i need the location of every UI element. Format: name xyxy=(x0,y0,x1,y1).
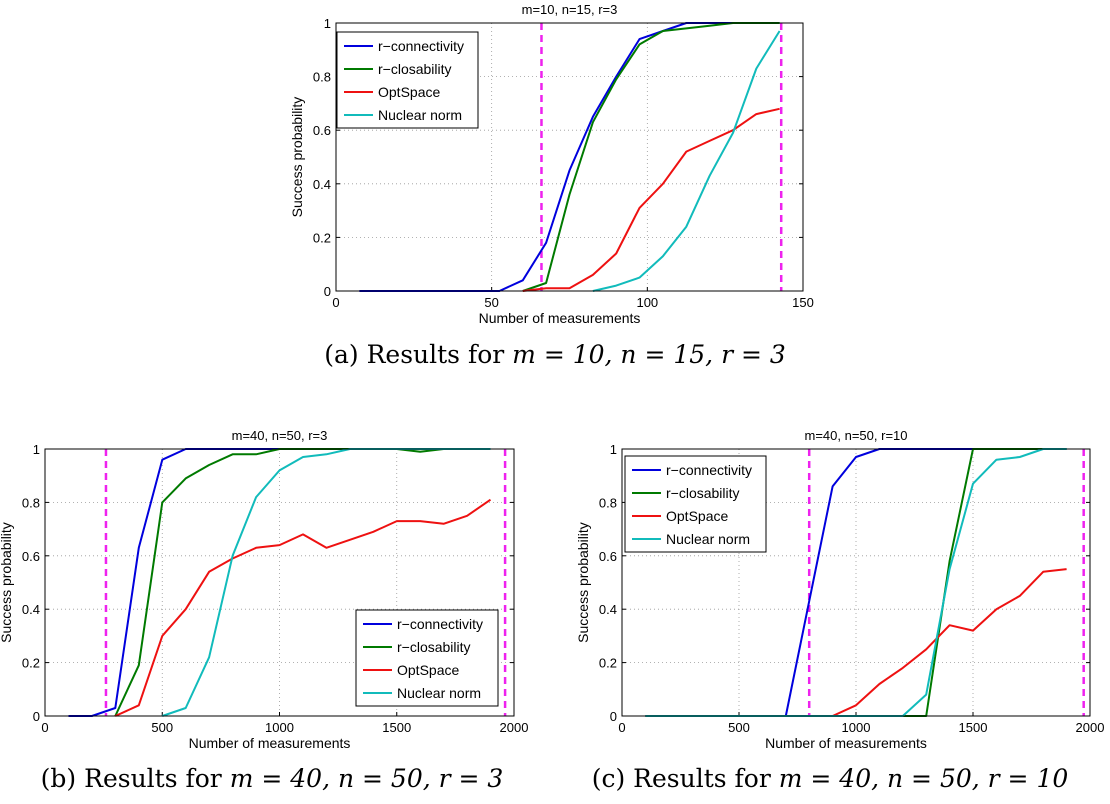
x-tick-label: 2000 xyxy=(500,720,529,735)
x-tick-label: 0 xyxy=(618,720,625,735)
x-tick-label: 500 xyxy=(151,720,173,735)
y-tick-label: 0.8 xyxy=(313,70,331,85)
legend-label: Nuclear norm xyxy=(378,107,462,123)
y-tick-label: 0.6 xyxy=(313,123,331,138)
caption-a-math: m = 10, n = 15, r = 3 xyxy=(512,340,786,369)
legend-box xyxy=(355,609,499,707)
y-tick-label: 0.4 xyxy=(313,177,331,192)
x-tick-label: 0 xyxy=(41,720,48,735)
legend-label: r−connectivity xyxy=(666,462,752,478)
chart-title: m=40, n=50, r=10 xyxy=(805,428,908,443)
chart-b: 0 500 1000 1500 2000 0 0.2 0.4 0.6 0.8 1 m=40, n=50… xyxy=(0,428,528,751)
y-axis-label: Success probability xyxy=(289,97,305,218)
chart-title: m=10, n=15, r=3 xyxy=(522,2,618,17)
y-tick-label: 0.8 xyxy=(599,495,617,510)
y-tick-label: 0.2 xyxy=(22,656,40,671)
y-tick-label: 0 xyxy=(610,709,617,724)
caption-b-prefix: (b) Results for xyxy=(40,764,222,793)
legend-label: OptSpace xyxy=(666,508,728,524)
y-axis-label: Success probability xyxy=(0,522,14,643)
legend-label: Nuclear norm xyxy=(397,685,481,701)
y-tick-label: 0.2 xyxy=(313,230,331,245)
x-tick-label: 500 xyxy=(728,720,750,735)
y-tick-label: 1 xyxy=(33,442,40,457)
chart-title: m=40, n=50, r=3 xyxy=(232,428,328,443)
y-tick-label: 0 xyxy=(33,709,40,724)
series-line-nuclear-norm xyxy=(592,30,781,292)
caption-a-prefix: (a) Results for xyxy=(324,340,505,369)
chart-a: 0 50 100 150 0 0.2 0.4 0.6 0.8 1 m=10, n=15, r=3 Nu… xyxy=(289,2,814,326)
legend-label: OptSpace xyxy=(397,662,459,678)
legend-label: r−closability xyxy=(378,61,452,77)
x-tick-label: 1000 xyxy=(842,720,871,735)
chart-c: 0 500 1000 1500 2000 0 0.2 0.4 0.6 0.8 1 m=40, n=50… xyxy=(575,428,1104,751)
x-tick-label: 1000 xyxy=(265,720,294,735)
legend: r−connectivity r−closability OptSpace Nucle… xyxy=(336,31,479,129)
y-tick-label: 0.8 xyxy=(22,495,40,510)
series-line-optspace xyxy=(114,498,492,717)
legend-label: Nuclear norm xyxy=(666,531,750,547)
x-tick-label: 2000 xyxy=(1076,720,1105,735)
x-tick-label: 0 xyxy=(332,295,339,310)
y-tick-label: 0.4 xyxy=(599,602,617,617)
x-tick-label: 50 xyxy=(484,295,498,310)
y-tick-label: 1 xyxy=(324,16,331,31)
legend-label: OptSpace xyxy=(378,84,440,100)
legend-label: r−connectivity xyxy=(378,38,464,54)
y-tick-label: 0 xyxy=(324,284,331,299)
y-tick-label: 0.6 xyxy=(22,549,40,564)
caption-c: (c) Results for m = 40, n = 50, r = 10 xyxy=(592,764,1069,793)
caption-b: (b) Results for m = 40, n = 50, r = 3 xyxy=(41,764,504,793)
legend-box xyxy=(624,455,767,553)
y-tick-label: 0.4 xyxy=(22,602,40,617)
y-axis-label: Success probability xyxy=(575,522,591,643)
y-tick-label: 1 xyxy=(610,442,617,457)
x-tick-label: 1500 xyxy=(382,720,411,735)
legend: r−connectivity r−closability OptSpace Nucle… xyxy=(624,455,767,553)
series-line-optspace xyxy=(522,107,780,292)
plot-frame xyxy=(335,22,804,292)
caption-c-math: m = 40, n = 50, r = 10 xyxy=(778,764,1069,793)
x-axis-label: Number of measurements xyxy=(765,735,927,751)
plot-frame xyxy=(621,448,1091,717)
legend-label: r−closability xyxy=(666,485,740,501)
y-tick-label: 0.6 xyxy=(599,549,617,564)
caption-a: (a) Results for m = 10, n = 15, r = 3 xyxy=(324,340,786,369)
legend: r−connectivity r−closability OptSpace Nucle… xyxy=(355,609,499,707)
caption-b-math: m = 40, n = 50, r = 3 xyxy=(229,764,504,793)
legend-box xyxy=(336,31,479,129)
x-tick-label: 1500 xyxy=(959,720,988,735)
legend-label: r−connectivity xyxy=(397,616,483,632)
y-tick-label: 0.2 xyxy=(599,656,617,671)
x-tick-label: 150 xyxy=(792,295,814,310)
x-tick-label: 100 xyxy=(636,295,658,310)
plot-frame xyxy=(44,448,515,717)
caption-c-prefix: (c) Results for xyxy=(591,764,771,793)
legend-label: r−closability xyxy=(397,639,471,655)
x-axis-label: Number of measurements xyxy=(189,735,351,751)
x-axis-label: Number of measurements xyxy=(479,310,641,326)
